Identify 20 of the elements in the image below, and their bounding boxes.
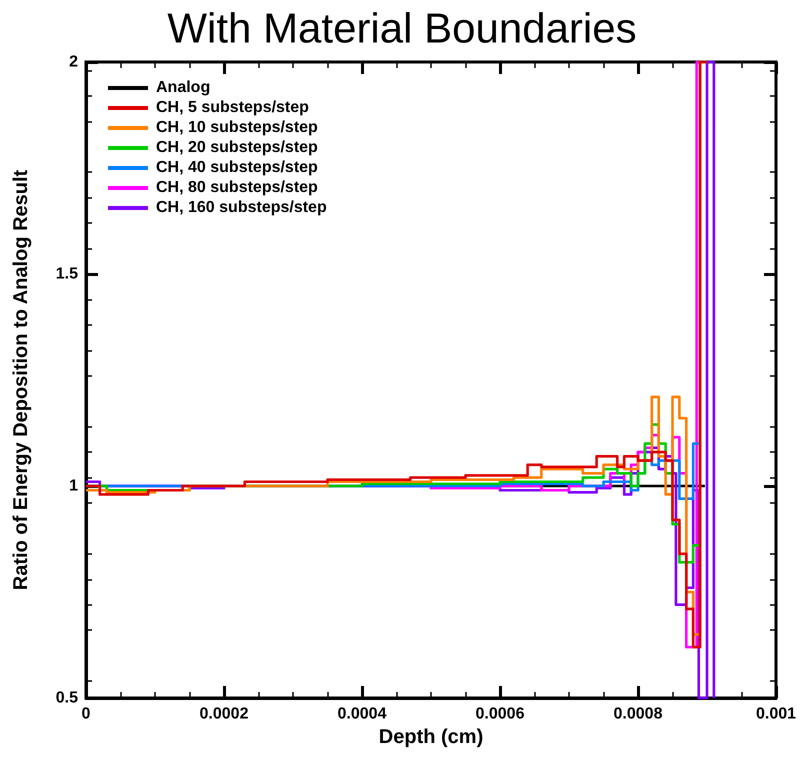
x-tick-label: 0.001 [756,706,796,722]
legend-label: CH, 10 substeps/step [156,119,318,137]
legend-label: Analog [156,79,210,97]
y-tick-label: 1.5 [56,266,78,282]
legend-label: CH, 5 substeps/step [156,99,309,117]
y-axis-title: Ratio of Energy Deposition to Analog Result [10,169,32,590]
x-axis-title: Depth (cm) [378,726,484,748]
x-tick-label: 0.0006 [476,706,525,722]
x-tick-label: 0.0008 [614,706,663,722]
chart-title: With Material Boundaries [167,4,637,52]
legend-label: CH, 20 substeps/step [156,139,318,157]
y-tick-label: 2 [69,54,78,70]
x-tick-label: 0.0002 [200,706,249,722]
legend-label: CH, 160 substeps/step [156,199,327,217]
legend-label: CH, 80 substeps/step [156,179,318,197]
y-tick-label: 1 [69,478,78,494]
y-tick-label: 0.5 [56,690,78,706]
legend-label: CH, 40 substeps/step [156,159,318,177]
x-tick-label: 0 [82,706,91,722]
x-tick-label: 0.0004 [338,706,387,722]
